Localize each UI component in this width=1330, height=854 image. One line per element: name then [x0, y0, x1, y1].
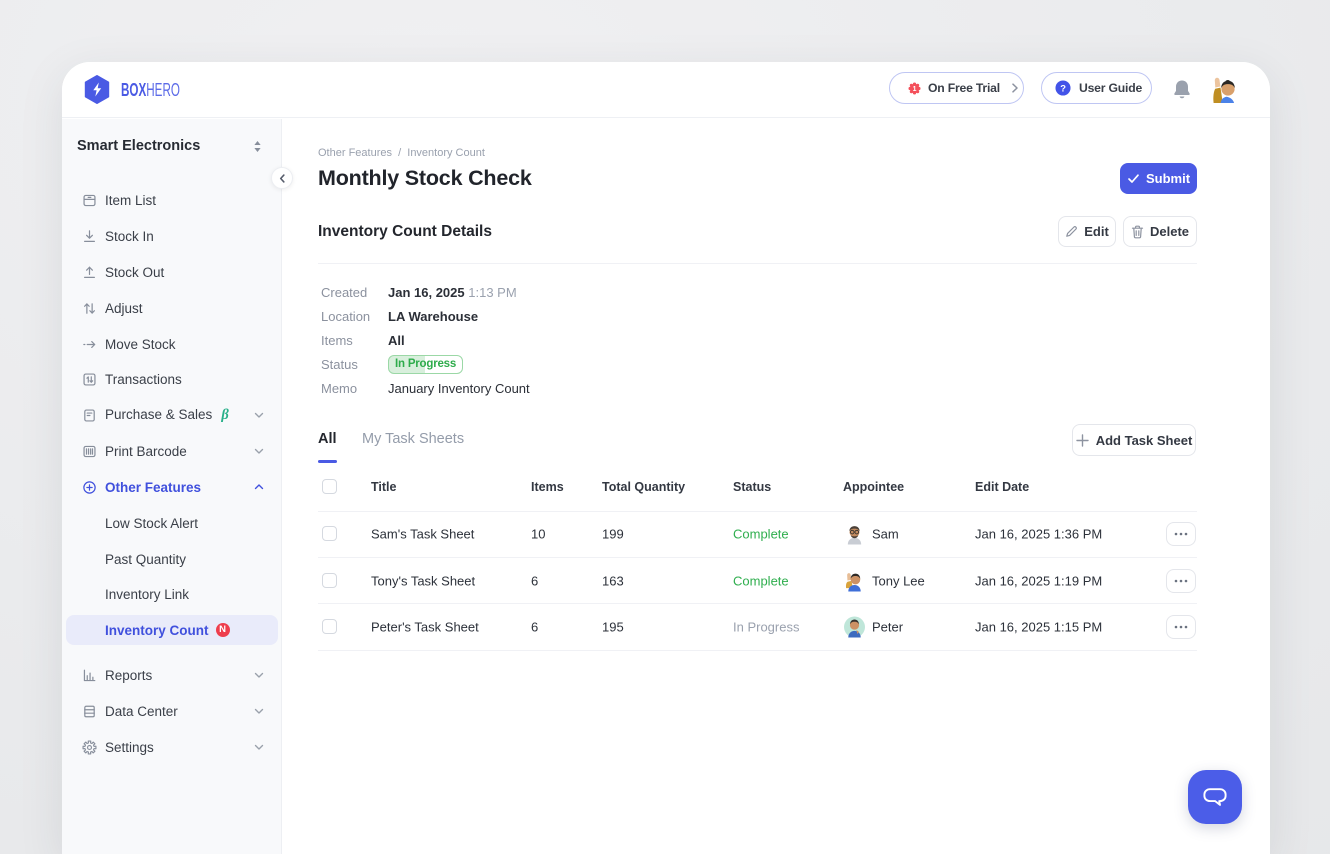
svg-text:?: ? [1060, 82, 1066, 93]
svg-text:1: 1 [913, 85, 917, 92]
